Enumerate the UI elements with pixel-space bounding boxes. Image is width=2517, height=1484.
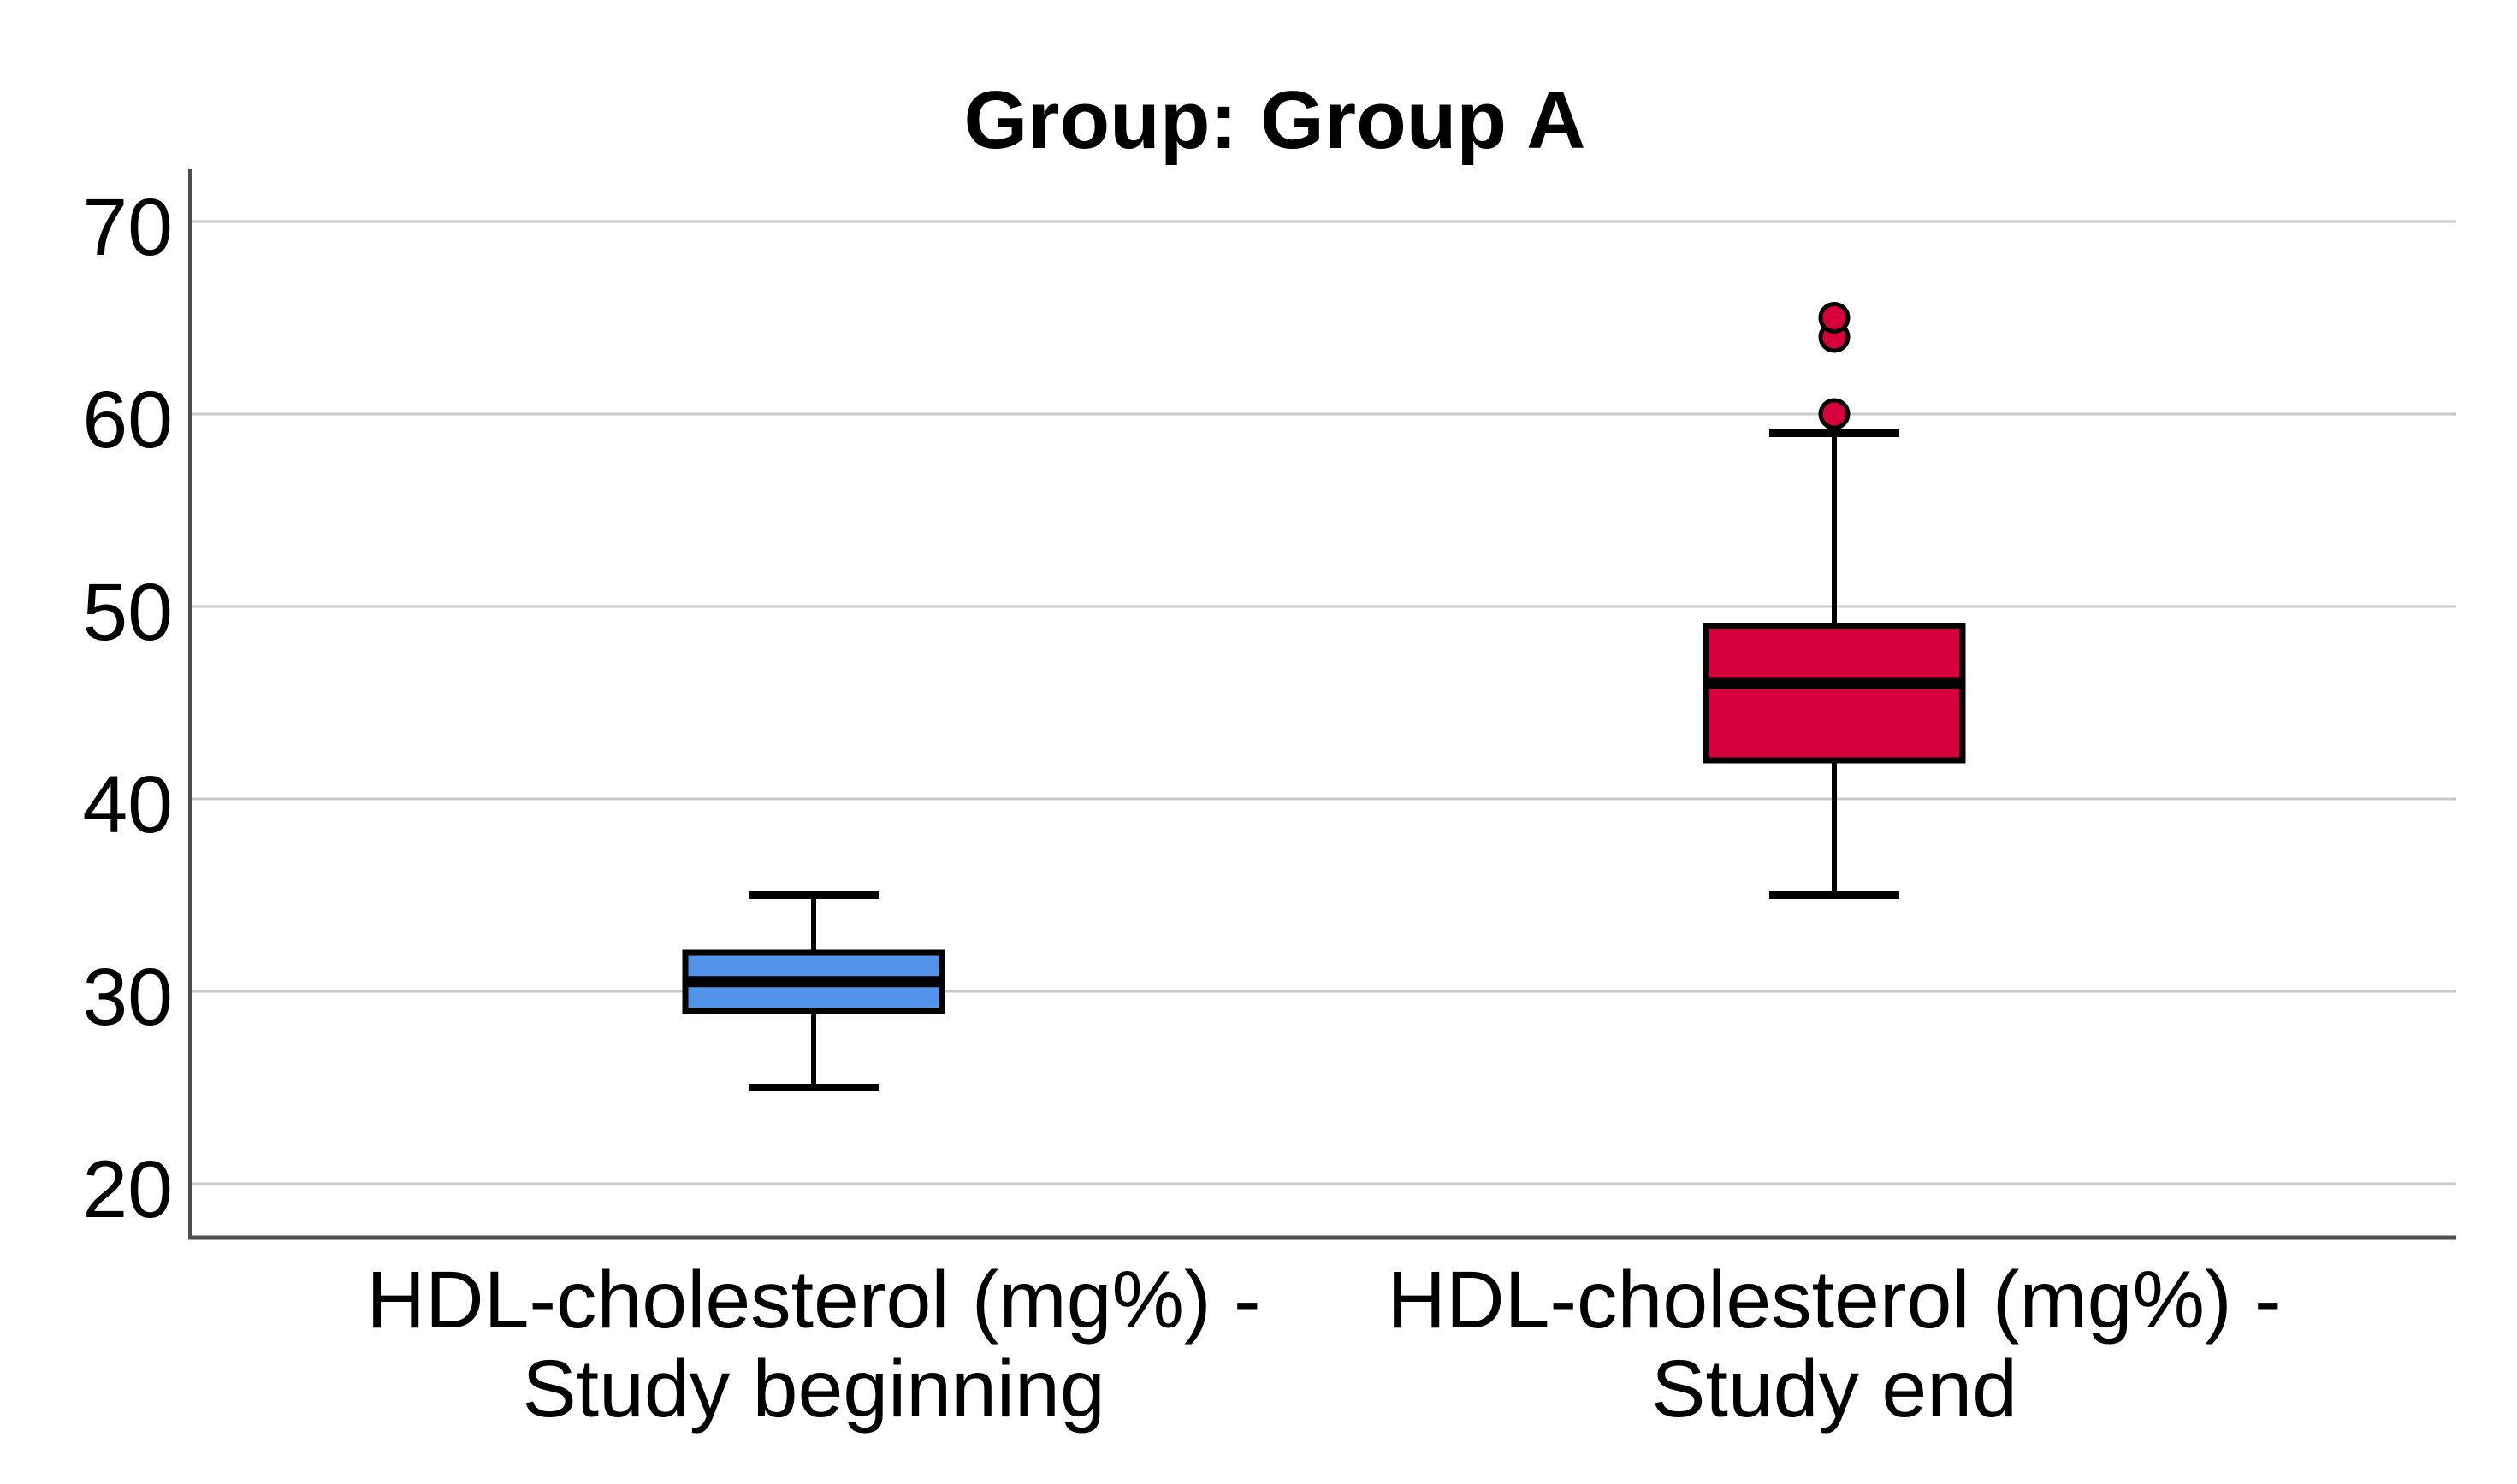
x-category-label: HDL-cholesterol (mg%) - bbox=[366, 1255, 1260, 1345]
y-tick-label: 70 bbox=[82, 182, 173, 273]
x-category-label: Study end bbox=[1651, 1344, 2017, 1434]
y-tick-label: 30 bbox=[82, 952, 173, 1043]
x-category-label: Study beginning bbox=[522, 1344, 1105, 1434]
iqr-box bbox=[1703, 623, 1966, 764]
x-category-label: HDL-cholesterol (mg%) - bbox=[1387, 1255, 2281, 1345]
y-tick-label: 60 bbox=[82, 375, 173, 465]
y-tick-label: 40 bbox=[82, 760, 173, 850]
outlier-point bbox=[1818, 302, 1851, 334]
chart-title: Group: Group A bbox=[963, 74, 1586, 166]
y-tick-label: 50 bbox=[82, 567, 173, 658]
outlier-point bbox=[1818, 398, 1851, 430]
y-tick-label: 20 bbox=[82, 1144, 173, 1235]
